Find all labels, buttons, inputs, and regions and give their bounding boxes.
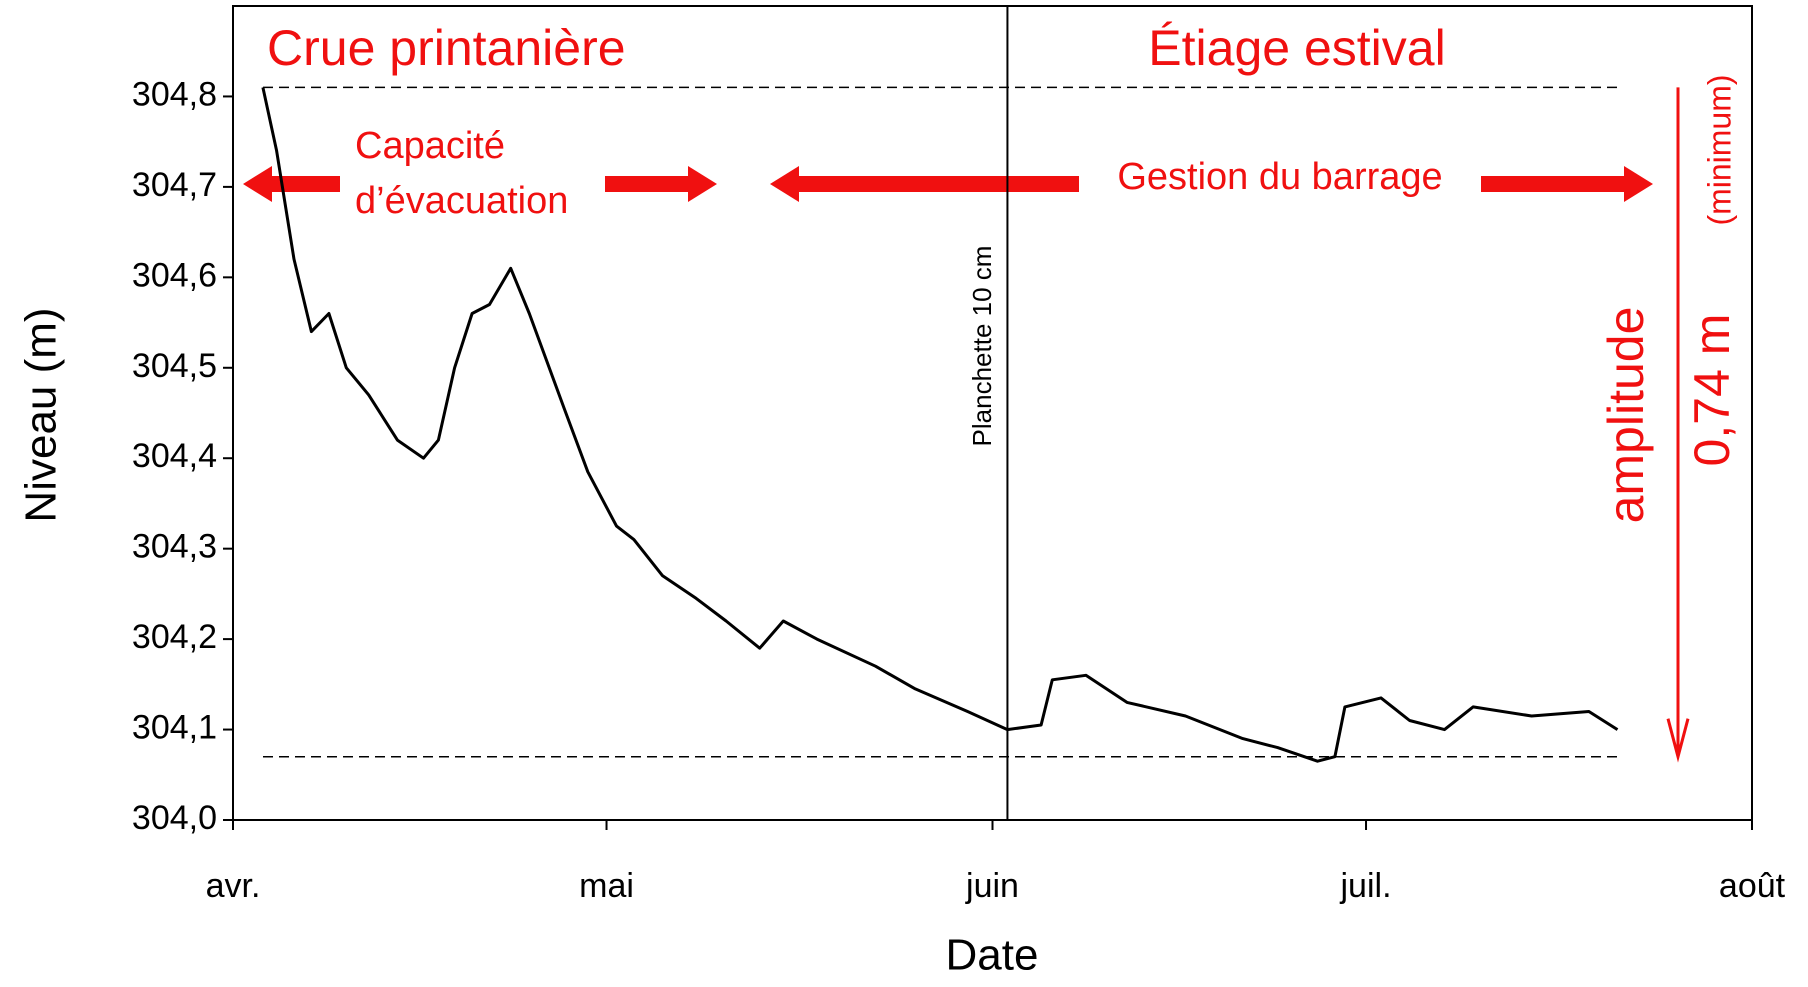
annotation: Étiage estival bbox=[1148, 20, 1445, 76]
annotation: d’évacuation bbox=[355, 180, 568, 222]
y-tick-label: 304,5 bbox=[132, 347, 217, 385]
y-tick-label: 304,0 bbox=[132, 799, 217, 837]
x-axis-label: Date bbox=[946, 931, 1039, 980]
data-line bbox=[261, 87, 1619, 763]
y-tick-label: 304,8 bbox=[132, 75, 217, 113]
annotation: Gestion du barrage bbox=[1117, 156, 1442, 198]
annotation: Crue printanière bbox=[267, 20, 626, 76]
arrow-shaft bbox=[1481, 176, 1627, 192]
arrow-head bbox=[688, 166, 717, 202]
arrow-head bbox=[243, 166, 272, 202]
arrow-shaft bbox=[605, 176, 693, 192]
arrow-head bbox=[770, 166, 799, 202]
arrow-shaft bbox=[268, 176, 340, 192]
x-tick-label: août bbox=[1719, 867, 1786, 905]
annotation: (minimum) bbox=[1701, 74, 1737, 225]
x-tick-label: avr. bbox=[206, 867, 261, 905]
annotation: Planchette 10 cm bbox=[967, 246, 997, 447]
y-tick-label: 304,7 bbox=[132, 166, 217, 204]
x-tick-label: juil. bbox=[1340, 867, 1392, 905]
x-tick-label: mai bbox=[579, 867, 634, 905]
amplitude-arrow-head bbox=[1666, 718, 1690, 763]
annotation: 0,74 m bbox=[1684, 314, 1740, 467]
y-tick-label: 304,3 bbox=[132, 528, 217, 566]
y-tick-label: 304,2 bbox=[132, 618, 217, 656]
y-tick-label: 304,1 bbox=[132, 709, 217, 747]
annotation: amplitude bbox=[1598, 307, 1654, 524]
annotation: Capacité bbox=[355, 125, 505, 167]
arrow-shaft bbox=[795, 176, 1079, 192]
arrow-head bbox=[1624, 166, 1653, 202]
y-tick-label: 304,6 bbox=[132, 256, 217, 294]
y-tick-label: 304,4 bbox=[132, 437, 217, 475]
y-axis-label: Niveau (m) bbox=[17, 307, 66, 522]
x-tick-label: juin bbox=[965, 867, 1019, 905]
